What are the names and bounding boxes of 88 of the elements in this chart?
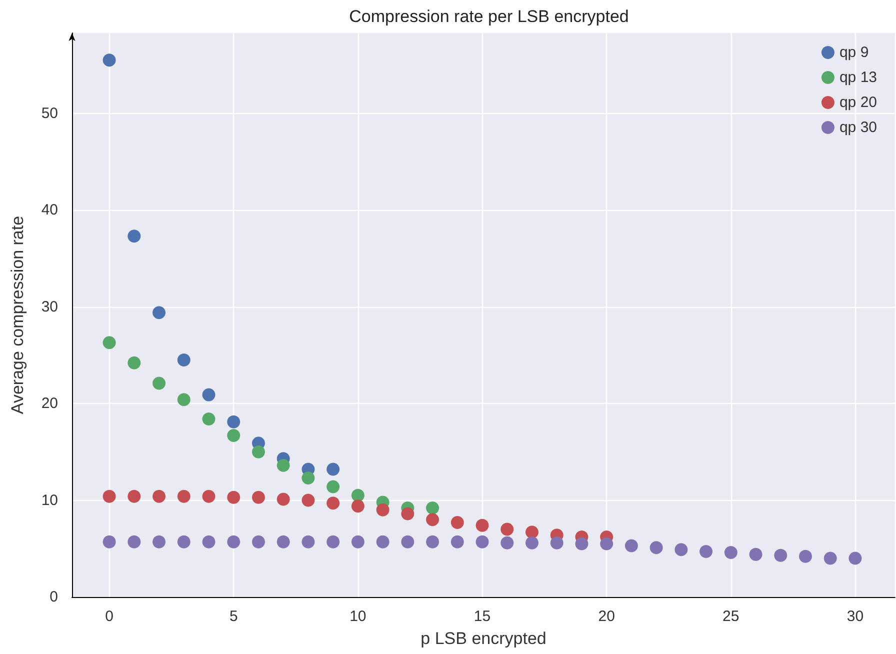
point: [575, 537, 588, 550]
point: [526, 536, 538, 550]
point: [128, 356, 141, 370]
x-tick-label: 25: [722, 608, 740, 625]
point: [152, 376, 166, 390]
y-tick-label: 30: [41, 298, 58, 316]
point: [302, 535, 315, 548]
point: [202, 535, 216, 548]
point: [426, 502, 440, 514]
point: [202, 490, 216, 503]
point: [252, 535, 265, 548]
point: [152, 306, 166, 320]
x-tick-label: 5: [229, 608, 238, 625]
point: [152, 490, 166, 503]
point: [326, 496, 340, 510]
point: [177, 490, 190, 503]
point: [227, 535, 240, 548]
point: [326, 535, 340, 548]
point: [177, 353, 190, 366]
point: [227, 490, 240, 504]
legend-label: qp 13: [839, 69, 878, 86]
point: [252, 445, 265, 458]
point: [302, 494, 315, 507]
point: [824, 552, 837, 565]
point: [102, 54, 116, 67]
point: [426, 535, 440, 548]
point: [376, 503, 390, 516]
point: [848, 552, 862, 565]
point: [600, 537, 614, 550]
y-tick-label: 50: [41, 104, 58, 122]
point: [128, 490, 141, 503]
point: [550, 536, 564, 550]
chart-title: Compression rate per LSB encrypted: [349, 7, 629, 26]
x-axis-title: p LSB encrypted: [420, 629, 546, 648]
point: [152, 535, 166, 548]
point: [674, 543, 688, 556]
point: [624, 539, 638, 552]
point: [401, 507, 414, 520]
point: [401, 535, 414, 548]
point: [276, 458, 290, 472]
point: [326, 480, 340, 494]
point: [102, 336, 116, 350]
point: [450, 535, 464, 548]
point: [227, 428, 240, 442]
point: [476, 518, 489, 532]
x-tick-label: 30: [846, 608, 864, 625]
point: [500, 536, 514, 550]
x-tick-label: 0: [105, 608, 114, 625]
point: [102, 535, 116, 548]
y-tick-label: 40: [41, 202, 58, 219]
point: [128, 230, 141, 243]
y-axis-title: Average compression rate: [8, 216, 27, 414]
point: [700, 545, 713, 558]
y-tick-label: 10: [41, 492, 58, 509]
point: [650, 541, 663, 554]
y-tick-label: 20: [41, 395, 58, 412]
point: [177, 535, 190, 548]
point: [302, 472, 315, 485]
point: [526, 526, 538, 539]
point: [276, 492, 290, 506]
point: [276, 535, 290, 548]
point: [326, 462, 340, 476]
point: [774, 548, 788, 562]
point: [450, 516, 464, 530]
point: [177, 393, 190, 406]
point: [252, 490, 265, 504]
x-tick-label: 15: [474, 608, 491, 625]
point: [351, 488, 364, 502]
point: [128, 535, 141, 548]
point: [500, 522, 514, 536]
point: [351, 535, 364, 548]
point: [799, 550, 812, 563]
x-tick-label: 10: [350, 608, 366, 625]
point: [749, 548, 762, 561]
point: [102, 490, 116, 503]
point: [351, 500, 364, 513]
x-tick-label: 20: [598, 608, 615, 625]
point: [476, 535, 489, 548]
legend-label: qp 9: [839, 44, 869, 61]
y-tick-label: 0: [50, 588, 58, 606]
legend-label: qp 30: [839, 119, 878, 136]
legend-label: qp 20: [839, 94, 878, 111]
point: [202, 388, 216, 402]
point: [426, 513, 440, 526]
point: [202, 412, 216, 426]
point: [376, 535, 390, 548]
point: [724, 546, 738, 559]
point: [227, 415, 240, 428]
